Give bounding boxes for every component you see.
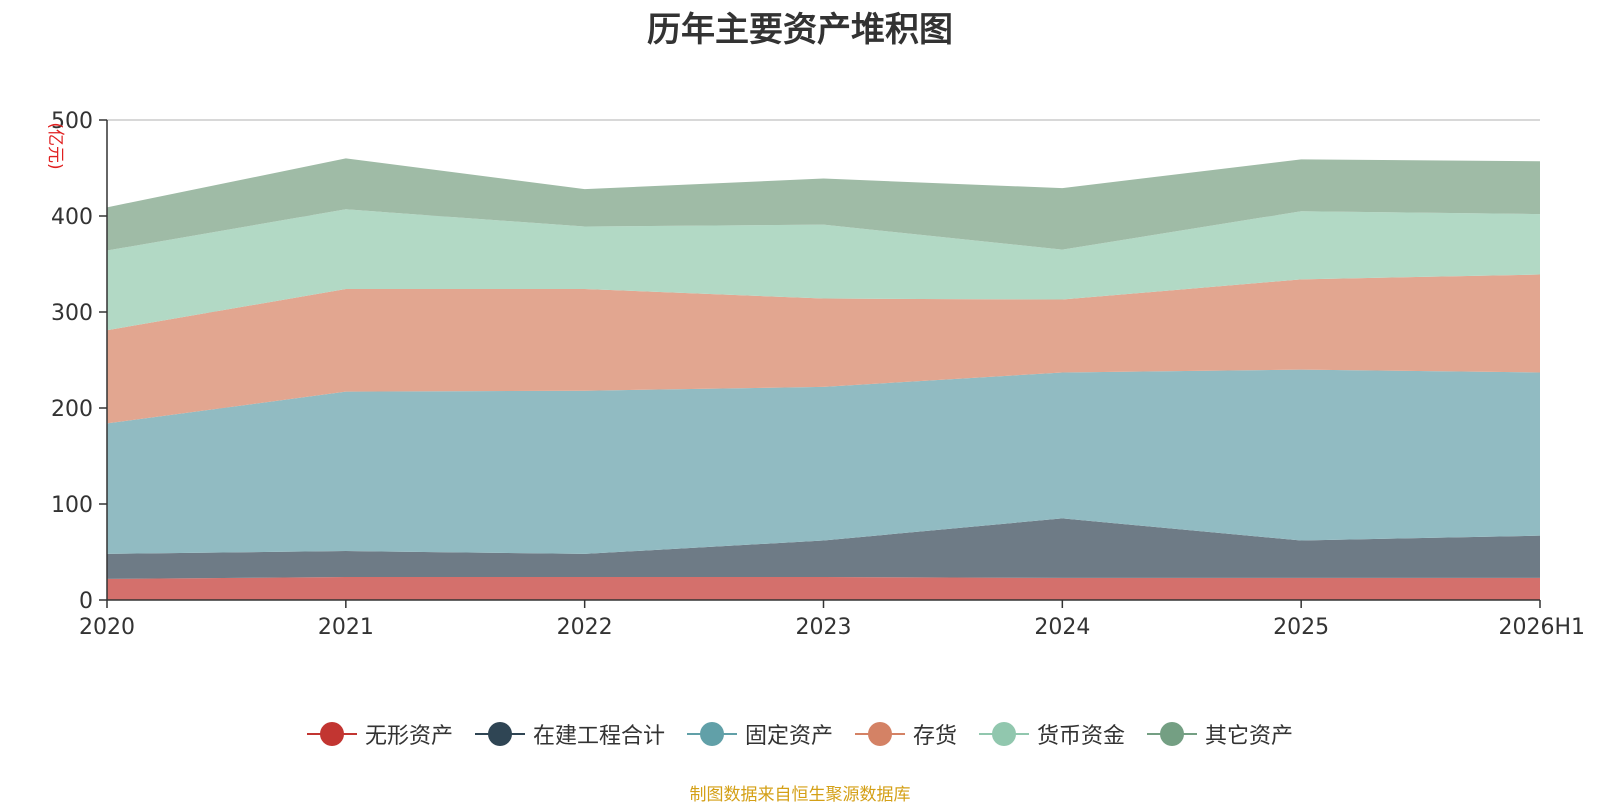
area-series-0[interactable] xyxy=(107,576,1540,600)
legend-label: 货币资金 xyxy=(1037,724,1126,749)
legend-label: 存货 xyxy=(913,724,958,749)
x-tick-label-3: 2023 xyxy=(796,615,852,640)
y-tick-label-400: 400 xyxy=(51,205,93,230)
chart-title: 历年主要资产堆积图 xyxy=(647,10,953,50)
y-tick-label-100: 100 xyxy=(51,493,93,518)
area-series-2[interactable] xyxy=(107,369,1540,554)
y-tick-label-0: 0 xyxy=(79,589,93,614)
area-series-layer xyxy=(107,158,1540,600)
source-note: 制图数据来自恒生聚源数据库 xyxy=(689,785,911,805)
legend-marker-icon xyxy=(1147,722,1198,746)
legend: 无形资产 在建工程合计 固定资产 存货 货币资金 其它资产 xyxy=(0,718,1600,750)
legend-marker-icon xyxy=(686,722,737,746)
area-series-4[interactable] xyxy=(107,209,1540,331)
legend-label: 固定资产 xyxy=(744,724,833,749)
legend-label: 无形资产 xyxy=(364,724,453,749)
legend-marker-icon xyxy=(979,722,1030,746)
legend-marker-icon xyxy=(306,722,357,746)
x-tick-label-2: 2022 xyxy=(557,615,613,640)
x-tick-label-6: 2026H1 xyxy=(1498,615,1585,640)
x-tick-label-5: 2025 xyxy=(1273,615,1329,640)
legend-marker-icon xyxy=(474,722,525,746)
x-tick-label-1: 2021 xyxy=(318,615,374,640)
axis-labels: 0 100 200 300 400 500 2020 2021 2022 2023 2024 2025… xyxy=(45,109,1585,640)
legend-item-3[interactable]: 存货 xyxy=(855,718,957,750)
area-series-5[interactable] xyxy=(107,158,1540,251)
y-tick-label-300: 300 xyxy=(51,301,93,326)
legend-item-4[interactable]: 货币资金 xyxy=(979,718,1125,750)
y-axis-label: (亿元) xyxy=(45,122,65,169)
x-tick-label-0: 2020 xyxy=(79,615,135,640)
legend-label: 在建工程合计 xyxy=(532,724,665,749)
legend-label: 其它资产 xyxy=(1205,724,1294,749)
area-series-3[interactable] xyxy=(107,274,1540,424)
axes xyxy=(99,119,1541,608)
x-tick-label-4: 2024 xyxy=(1034,615,1090,640)
legend-item-0[interactable]: 无形资产 xyxy=(306,718,453,750)
legend-item-1[interactable]: 在建工程合计 xyxy=(474,718,665,750)
legend-marker-icon xyxy=(855,722,905,746)
y-tick-label-200: 200 xyxy=(51,397,93,422)
y-tick-label-500: 500 xyxy=(51,109,93,134)
legend-item-2[interactable]: 固定资产 xyxy=(686,718,833,750)
legend-item-5[interactable]: 其它资产 xyxy=(1147,718,1293,750)
area-series-1[interactable] xyxy=(107,518,1540,579)
